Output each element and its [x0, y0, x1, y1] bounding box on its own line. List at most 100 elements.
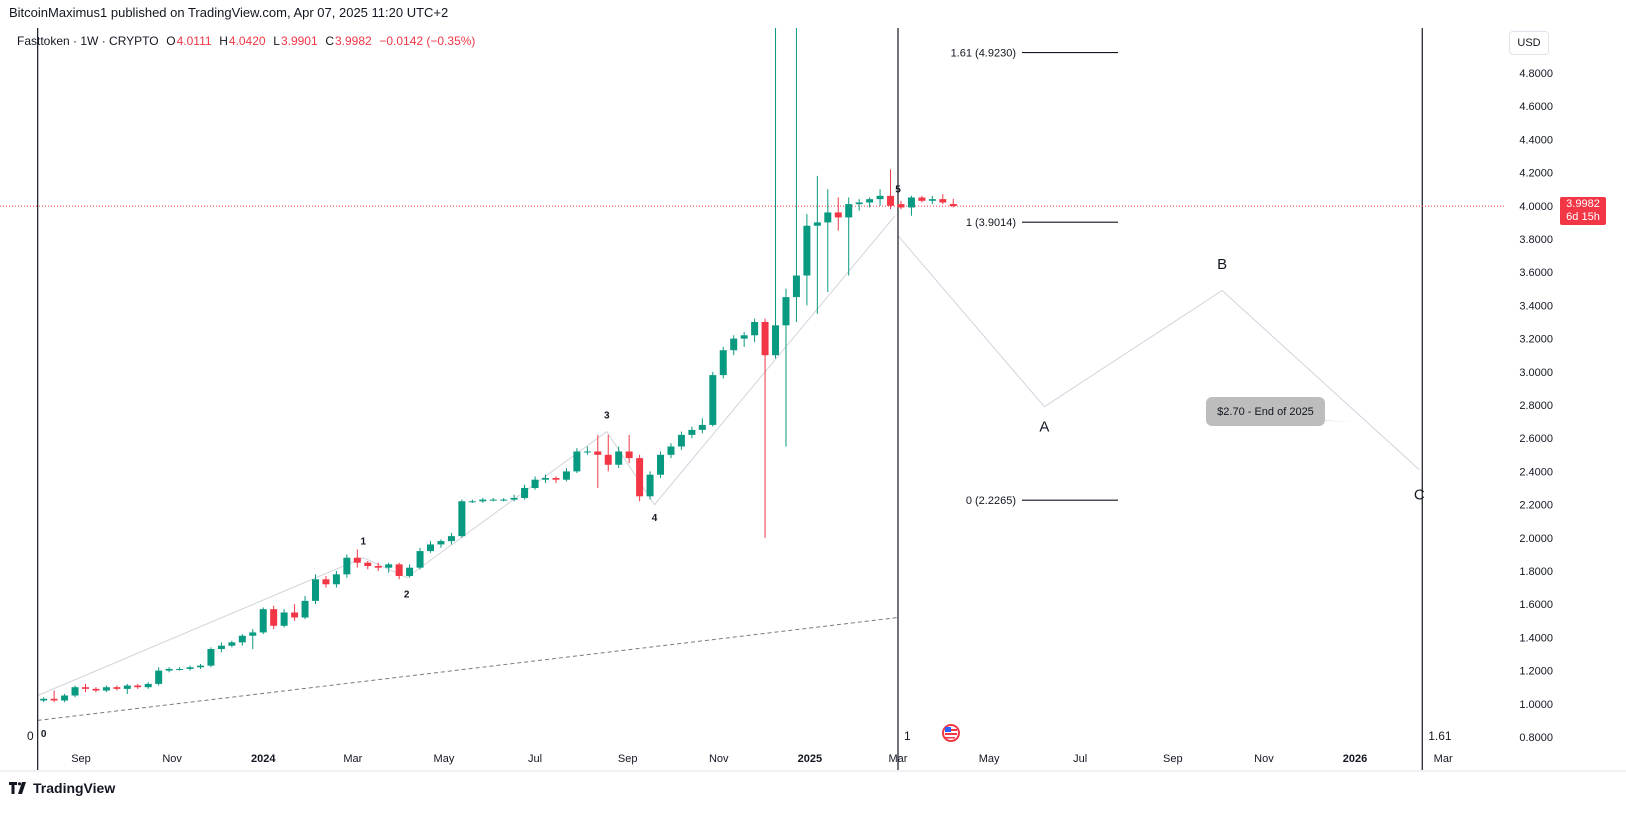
candle-up[interactable] [176, 668, 184, 670]
candle-up[interactable] [855, 202, 863, 205]
candle-down[interactable] [322, 579, 330, 585]
candle-up[interactable] [562, 471, 570, 480]
symbol-name[interactable]: Fasttoken · 1W · CRYPTO [17, 34, 159, 48]
candle-up[interactable] [71, 687, 79, 696]
candle-up[interactable] [583, 451, 591, 453]
currency-button[interactable]: USD [1509, 31, 1549, 55]
price-axis[interactable]: 0.8000 1.0000 1.2000 1.4000 1.6000 1.8000 2.00… [1519, 68, 1553, 744]
candle-up[interactable] [500, 499, 508, 501]
candle-up[interactable] [259, 609, 267, 633]
candle-up[interactable] [102, 687, 110, 691]
candle-up[interactable] [866, 199, 874, 203]
abc-projection-path[interactable] [897, 235, 1420, 471]
candle-down[interactable] [353, 557, 361, 563]
candle-up[interactable] [615, 451, 623, 465]
time-axis[interactable]: Sep Nov 2024 Mar May Jul Sep Nov 2025 Mar May Jul Se… [71, 753, 1453, 765]
candle-up[interactable] [751, 322, 759, 336]
candle-up[interactable] [813, 222, 821, 226]
candle-up[interactable] [40, 698, 48, 701]
candle-up[interactable] [196, 665, 204, 668]
candle-up[interactable] [845, 204, 853, 218]
candle-up[interactable] [698, 424, 706, 430]
candle-up[interactable] [123, 685, 131, 689]
candle-down[interactable] [636, 458, 644, 497]
candle-up[interactable] [406, 567, 414, 576]
candle-up[interactable] [657, 454, 665, 475]
candle-up[interactable] [280, 612, 288, 626]
candle-down[interactable] [395, 564, 403, 576]
candle-up[interactable] [677, 434, 685, 447]
candle-up[interactable] [155, 670, 163, 684]
candle-up[interactable] [907, 197, 915, 208]
candle-up[interactable] [803, 225, 811, 276]
candle-up[interactable] [238, 635, 246, 643]
candle-up[interactable] [521, 488, 529, 498]
candle-down[interactable] [761, 322, 769, 356]
candle-up[interactable] [542, 478, 550, 480]
dashed-trendline[interactable] [37, 616, 899, 721]
candle-up[interactable] [740, 335, 748, 339]
candle-up[interactable] [311, 579, 319, 601]
candle-down[interactable] [625, 451, 633, 459]
candle-down[interactable] [897, 204, 905, 208]
candle-down[interactable] [113, 687, 121, 689]
candle-up[interactable] [447, 536, 455, 542]
candle-down[interactable] [939, 199, 947, 203]
elliott-wave-path[interactable] [37, 215, 896, 696]
time-tick-label: Nov [1254, 753, 1274, 765]
callout-note[interactable]: $2.70 - End of 2025 [1206, 397, 1325, 426]
candle-up[interactable] [876, 195, 884, 200]
candle-up[interactable] [573, 451, 581, 472]
candle-down[interactable] [552, 478, 560, 480]
candle-down[interactable] [594, 451, 602, 455]
candle-down[interactable] [291, 612, 299, 618]
candle-up[interactable] [385, 564, 393, 568]
candle-up[interactable] [531, 479, 539, 488]
candle-up[interactable] [144, 683, 152, 688]
candle-up[interactable] [458, 501, 466, 537]
candle-up[interactable] [782, 297, 790, 326]
candle-up[interactable] [730, 338, 738, 351]
candle-down[interactable] [50, 698, 58, 701]
candle-down[interactable] [92, 688, 100, 691]
candle-up[interactable] [479, 499, 487, 502]
candle-up[interactable] [709, 375, 717, 425]
candle-down[interactable] [270, 609, 278, 626]
economic-event-flag-icon[interactable] [942, 724, 960, 742]
candle-up[interactable] [646, 474, 654, 497]
candle-down[interactable] [949, 203, 957, 207]
candle-down[interactable] [918, 197, 926, 201]
candle-up[interactable] [510, 497, 518, 500]
candle-up[interactable] [249, 632, 257, 636]
candle-up[interactable] [468, 501, 476, 503]
candle-down[interactable] [81, 687, 89, 689]
candle-up[interactable] [688, 429, 696, 435]
candle-up[interactable] [301, 600, 309, 618]
candle-down[interactable] [364, 562, 372, 567]
candle-up[interactable] [332, 574, 340, 585]
candle-down[interactable] [887, 195, 895, 206]
tradingview-logo[interactable]: TradingView [9, 780, 115, 796]
candle-up[interactable] [207, 649, 215, 666]
candle-up[interactable] [343, 557, 351, 575]
candle-down[interactable] [604, 454, 612, 465]
candle-up[interactable] [427, 544, 435, 552]
candle-down[interactable] [374, 566, 382, 568]
candle-up[interactable] [928, 199, 936, 201]
candle-down[interactable] [134, 685, 142, 688]
candle-up[interactable] [719, 350, 727, 376]
candle-up[interactable] [667, 446, 675, 455]
candle-up[interactable] [489, 499, 497, 501]
candle-up[interactable] [165, 668, 173, 671]
candle-up[interactable] [61, 695, 69, 701]
candle-up[interactable] [792, 275, 800, 298]
candle-up[interactable] [217, 645, 225, 650]
candle-up[interactable] [186, 667, 194, 669]
candle-up[interactable] [228, 642, 236, 646]
candle-up[interactable] [416, 551, 424, 568]
candle-up[interactable] [824, 212, 832, 223]
candle-down[interactable] [834, 212, 842, 218]
candle-up[interactable] [437, 541, 445, 545]
candle-up[interactable] [772, 325, 780, 356]
